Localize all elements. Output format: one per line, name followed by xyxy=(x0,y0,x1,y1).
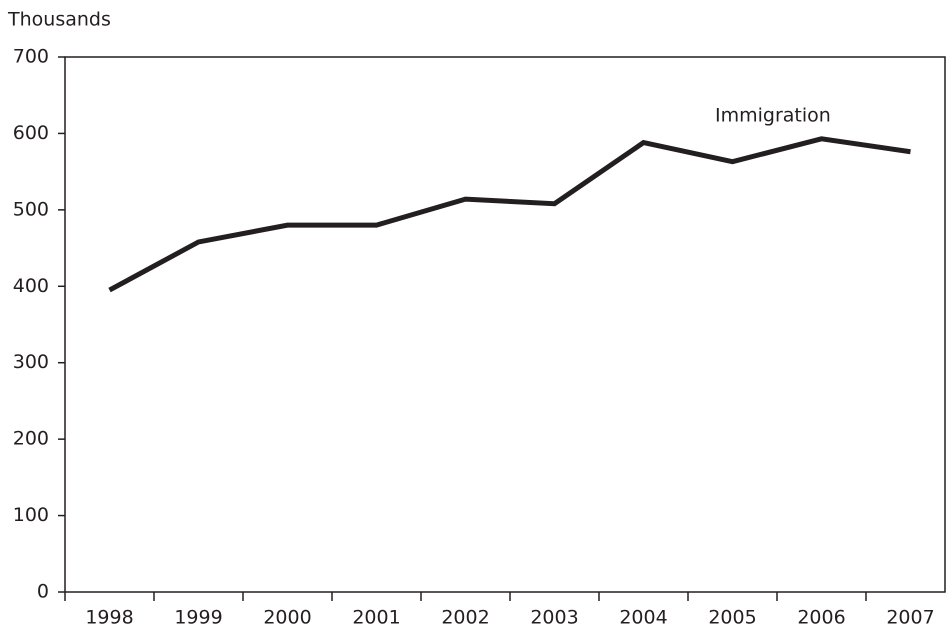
y-tick-label: 400 xyxy=(13,275,49,297)
line xyxy=(108,136,911,293)
y-tick-label: 500 xyxy=(13,198,49,220)
x-tick-label: 1999 xyxy=(174,607,222,629)
y-tick-label: 0 xyxy=(37,581,49,603)
y-tick-label: 600 xyxy=(13,122,49,144)
x-tick-label: 2005 xyxy=(708,607,756,629)
y-tick-label: 100 xyxy=(13,504,49,526)
x-tick-label: 2001 xyxy=(352,607,400,629)
y-axis-label: Thousands xyxy=(7,9,111,31)
x-tick-label: 2006 xyxy=(797,607,845,629)
x-tick-label: 2003 xyxy=(530,607,578,629)
x-tick-label: 2002 xyxy=(441,607,489,629)
x-tick-label: 2000 xyxy=(263,607,311,629)
x-tick-label: 1998 xyxy=(85,607,133,629)
y-tick-label: 300 xyxy=(13,351,49,373)
plot-frame xyxy=(64,56,946,593)
y-tick-label: 200 xyxy=(13,428,49,450)
x-tick-label: 2004 xyxy=(619,607,667,629)
series-label: Immigration xyxy=(715,105,831,127)
x-tick-label: 2007 xyxy=(886,607,934,629)
y-tick-label: 700 xyxy=(13,46,49,68)
